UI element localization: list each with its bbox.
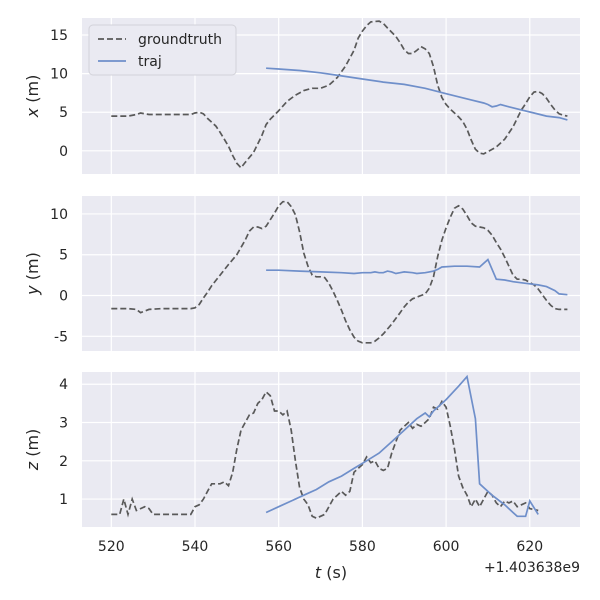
series-line-groundtruth — [111, 390, 539, 520]
y-axis-label-x: x (m) — [23, 75, 42, 119]
y-tick-label: 15 — [50, 28, 68, 44]
y-tick-label: 1 — [59, 492, 68, 508]
x-axis-label: t (s) — [315, 563, 347, 582]
y-tick-label: 4 — [59, 377, 68, 393]
legend-label: groundtruth — [138, 32, 222, 48]
y-tick-label: 3 — [59, 416, 68, 432]
plot-area — [82, 196, 580, 351]
y-tick-label: 2 — [59, 454, 68, 470]
x-tick-label: 560 — [265, 539, 292, 555]
y-tick-label: 0 — [59, 144, 68, 160]
series-line-traj — [265, 374, 539, 518]
x-tick-label: 620 — [516, 539, 543, 555]
series-line-traj — [266, 258, 568, 296]
x-tick-label: 540 — [182, 539, 209, 555]
x-tick-label: 580 — [349, 539, 376, 555]
x-tick-label: 520 — [98, 539, 125, 555]
legend-label: traj — [138, 54, 162, 70]
x-tick-label: 600 — [433, 539, 460, 555]
series-line-traj — [266, 67, 568, 121]
subplot-y: -5 0 5 10 y (m) — [23, 196, 580, 351]
series-line-groundtruth — [111, 20, 568, 170]
legend: groundtruth traj — [88, 24, 237, 76]
y-tick-label: 10 — [50, 67, 68, 83]
legend-box — [88, 24, 237, 76]
y-tick-label: 5 — [59, 105, 68, 121]
y-tick-label: 0 — [59, 289, 68, 305]
x-axis-offset-text: +1.403638e9 — [484, 560, 580, 576]
y-tick-label: 5 — [59, 248, 68, 264]
y-tick-label: -5 — [54, 329, 68, 345]
series-line-groundtruth — [111, 200, 568, 344]
y-axis-label-z: z (m) — [23, 429, 42, 472]
y-axis-label-y: y (m) — [23, 252, 42, 296]
y-tick-label: 10 — [50, 207, 68, 223]
subplot-z: 520 540 560 580 600 620 1 2 3 4 z (m) — [23, 372, 580, 555]
subplots: 0 5 10 15 x (m) -5 0 5 10 y (m) 520 540 560 580 600 620… — [23, 18, 580, 555]
